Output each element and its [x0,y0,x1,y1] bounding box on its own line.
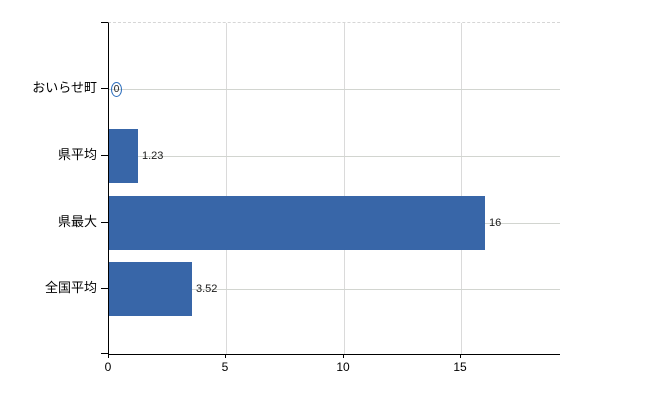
y-axis-tick [101,353,108,354]
category-label: 県最大 [57,214,97,229]
x-axis-tick [460,354,461,358]
x-tick-label: 5 [221,360,229,374]
zero-value-marker: 0 [111,82,122,97]
y-axis-tick [101,22,108,23]
x-axis-tick [108,354,109,358]
y-axis-tick [101,222,108,223]
y-axis-tick [101,155,108,156]
category-label: おいらせ町 [32,80,97,95]
y-axis-tick [101,288,108,289]
gridline-horizontal [109,289,560,290]
x-axis-tick [343,354,344,358]
bar [109,129,138,183]
bar [109,262,192,316]
gridline-vertical [461,23,462,354]
category-label: 全国平均 [44,280,97,295]
y-axis-tick [101,88,108,89]
x-axis-tick [225,354,226,358]
gridline-vertical [226,23,227,354]
gridline-horizontal [109,89,560,90]
x-tick-label: 10 [336,360,350,374]
category-label: 県平均 [57,147,97,162]
x-tick-label: 0 [104,360,112,374]
bar-value-label: 3.52 [196,283,218,295]
plot-area: 0 1.23 16 3.52 [108,22,560,355]
bar-value-label: 1.23 [142,150,164,162]
x-tick-label: 15 [453,360,467,374]
gridline-horizontal [109,156,560,157]
bar-value-label: 16 [489,217,502,229]
gridline-vertical [344,23,345,354]
bar [109,196,485,250]
